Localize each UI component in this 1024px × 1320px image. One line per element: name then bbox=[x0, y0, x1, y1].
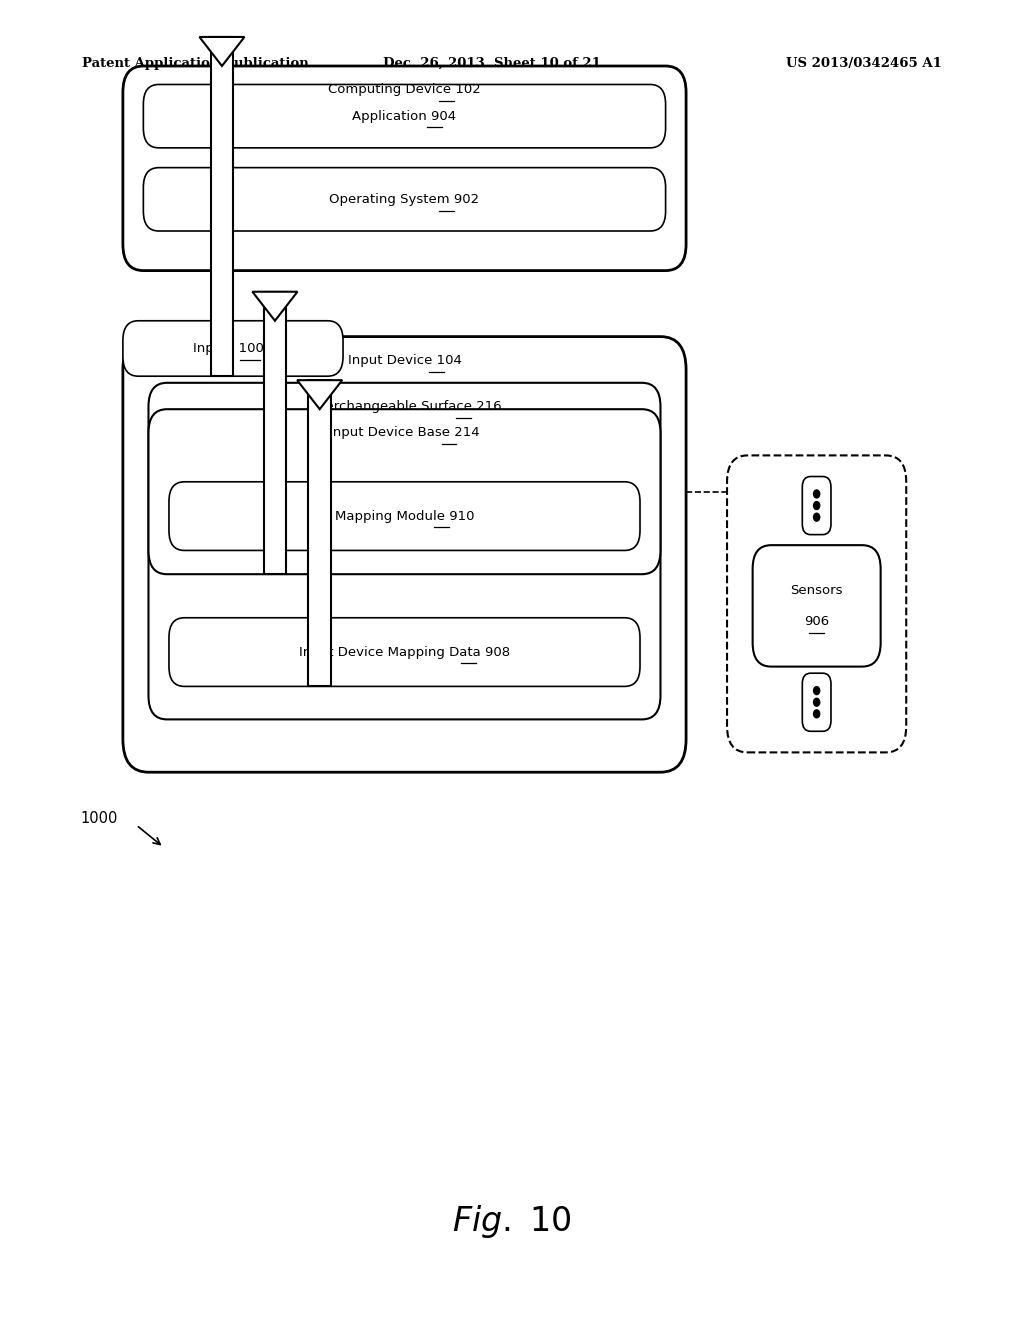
FancyBboxPatch shape bbox=[803, 477, 831, 535]
Polygon shape bbox=[253, 292, 298, 321]
Text: Mapping Module 910: Mapping Module 910 bbox=[335, 510, 474, 523]
FancyBboxPatch shape bbox=[123, 337, 686, 772]
Text: Patent Application Publication: Patent Application Publication bbox=[82, 57, 308, 70]
Polygon shape bbox=[200, 37, 245, 66]
Bar bbox=[264, 292, 287, 574]
Circle shape bbox=[813, 686, 819, 694]
Text: $\mathit{Fig.\ 10}$: $\mathit{Fig.\ 10}$ bbox=[452, 1203, 572, 1239]
FancyBboxPatch shape bbox=[803, 673, 831, 731]
Bar bbox=[211, 37, 233, 376]
FancyBboxPatch shape bbox=[143, 84, 666, 148]
Text: 906: 906 bbox=[804, 615, 829, 628]
Circle shape bbox=[813, 490, 819, 498]
FancyBboxPatch shape bbox=[727, 455, 906, 752]
Circle shape bbox=[813, 698, 819, 706]
FancyBboxPatch shape bbox=[148, 383, 660, 719]
Text: US 2013/0342465 A1: US 2013/0342465 A1 bbox=[786, 57, 942, 70]
Text: Input Device Base 214: Input Device Base 214 bbox=[329, 426, 480, 440]
FancyBboxPatch shape bbox=[123, 321, 343, 376]
Text: Input Device 104: Input Device 104 bbox=[347, 354, 462, 367]
FancyBboxPatch shape bbox=[143, 168, 666, 231]
FancyBboxPatch shape bbox=[123, 66, 686, 271]
Text: Application 904: Application 904 bbox=[352, 110, 457, 123]
FancyBboxPatch shape bbox=[148, 409, 660, 574]
FancyBboxPatch shape bbox=[753, 545, 881, 667]
Text: Interchangeable Surface 216: Interchangeable Surface 216 bbox=[307, 400, 502, 413]
Circle shape bbox=[813, 502, 819, 510]
Text: Sensors: Sensors bbox=[791, 583, 843, 597]
FancyBboxPatch shape bbox=[169, 482, 640, 550]
Text: Computing Device 102: Computing Device 102 bbox=[328, 83, 481, 96]
Circle shape bbox=[813, 710, 819, 718]
Text: Inputs 1002: Inputs 1002 bbox=[194, 342, 272, 355]
FancyBboxPatch shape bbox=[169, 618, 640, 686]
Circle shape bbox=[813, 513, 819, 521]
Text: 1000: 1000 bbox=[81, 810, 118, 826]
Bar bbox=[308, 380, 331, 686]
Polygon shape bbox=[297, 380, 342, 409]
Text: Input Device Mapping Data 908: Input Device Mapping Data 908 bbox=[299, 645, 510, 659]
Text: Dec. 26, 2013  Sheet 10 of 21: Dec. 26, 2013 Sheet 10 of 21 bbox=[383, 57, 600, 70]
Text: Operating System 902: Operating System 902 bbox=[330, 193, 479, 206]
